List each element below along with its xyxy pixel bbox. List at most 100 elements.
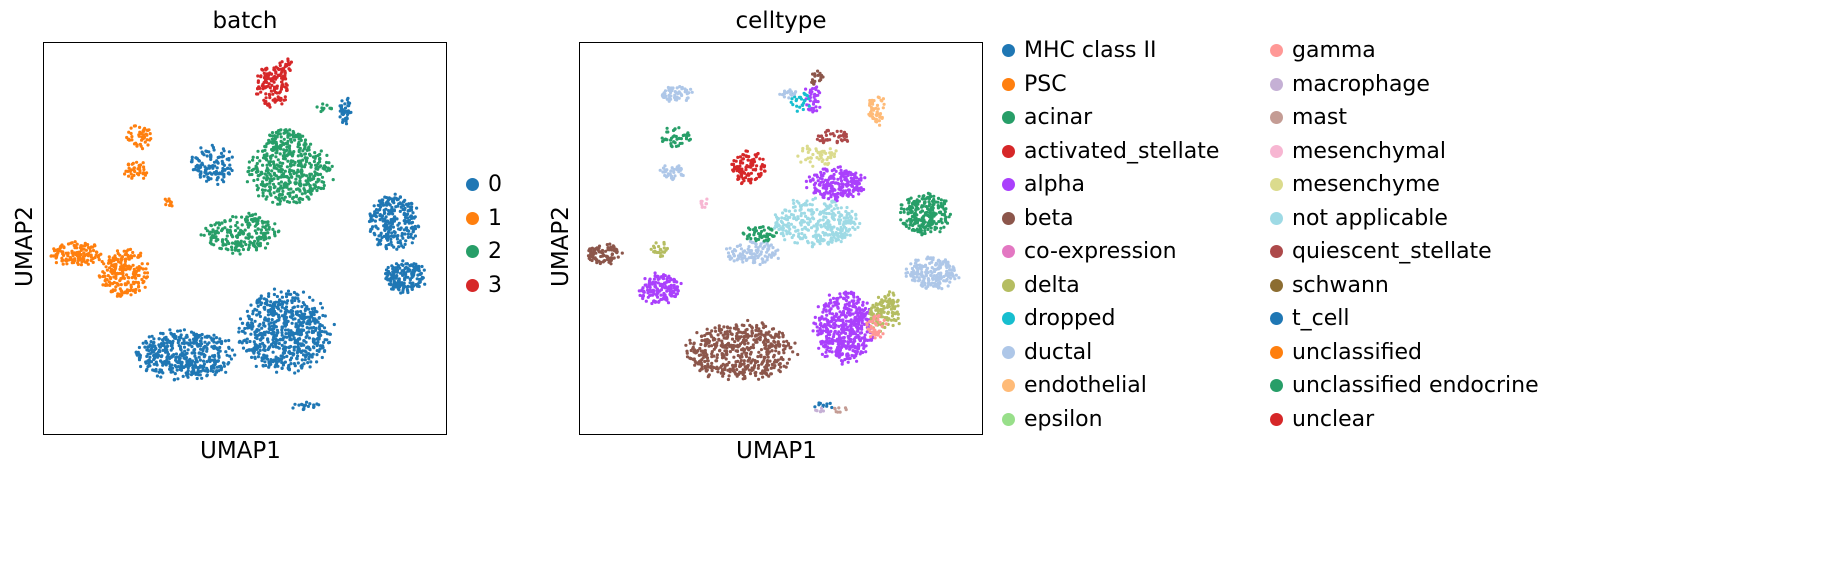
data-point — [751, 261, 755, 265]
data-point — [134, 280, 138, 284]
data-point — [313, 309, 317, 313]
data-point — [914, 258, 918, 262]
data-point — [755, 340, 759, 344]
data-point — [925, 224, 929, 228]
data-point — [277, 196, 281, 200]
data-point — [318, 331, 322, 335]
data-point — [259, 302, 263, 307]
data-point — [882, 310, 886, 314]
data-point — [197, 355, 201, 359]
data-point — [860, 327, 864, 331]
data-point — [148, 138, 152, 142]
data-point — [846, 360, 850, 364]
data-point — [296, 369, 300, 373]
data-point — [142, 133, 146, 137]
data-point — [835, 312, 839, 316]
data-point — [315, 188, 319, 193]
data-point — [738, 370, 742, 374]
data-point — [136, 280, 140, 285]
data-point — [830, 312, 835, 316]
data-point — [852, 302, 856, 306]
data-point — [741, 256, 745, 260]
data-point — [712, 337, 716, 341]
data-point — [142, 165, 146, 169]
data-point — [851, 312, 855, 316]
data-point — [811, 198, 815, 202]
data-point — [924, 274, 928, 278]
data-point — [319, 333, 323, 337]
data-point — [247, 234, 252, 239]
data-point — [91, 260, 95, 264]
data-point — [389, 273, 394, 277]
data-point — [265, 80, 269, 84]
data-point — [700, 334, 704, 338]
data-point — [203, 344, 207, 348]
data-point — [283, 98, 287, 102]
data-point — [213, 373, 217, 377]
data-point — [774, 349, 778, 353]
data-point — [836, 348, 840, 352]
data-point — [846, 340, 850, 344]
data-point — [327, 161, 331, 165]
data-point — [290, 312, 294, 316]
data-point — [410, 220, 415, 224]
data-point — [242, 240, 246, 244]
data-point — [280, 305, 284, 309]
data-point — [789, 222, 793, 226]
data-point — [209, 336, 213, 340]
data-point — [876, 309, 880, 313]
data-point — [217, 355, 221, 359]
data-point — [62, 253, 66, 257]
data-point — [288, 194, 292, 198]
data-point — [280, 295, 284, 299]
data-point — [856, 295, 860, 299]
data-point — [344, 122, 349, 126]
data-point — [850, 353, 854, 358]
data-point — [200, 150, 204, 154]
data-point — [299, 197, 303, 201]
data-point — [215, 347, 219, 351]
data-point — [750, 359, 754, 363]
data-point — [148, 343, 152, 347]
data-point — [296, 145, 300, 149]
data-point — [728, 350, 732, 354]
data-point — [58, 249, 62, 253]
data-point — [934, 222, 938, 226]
data-point — [851, 299, 855, 303]
data-point — [259, 338, 263, 342]
data-point — [415, 206, 419, 210]
data-point — [388, 226, 392, 230]
cluster-not-applicable — [772, 196, 862, 249]
data-point — [54, 261, 58, 265]
data-point — [281, 354, 285, 359]
data-point — [746, 364, 750, 368]
data-point — [278, 161, 282, 165]
data-point — [77, 251, 82, 255]
data-point — [920, 216, 924, 220]
data-point — [154, 347, 158, 351]
data-point — [713, 326, 717, 330]
data-point — [833, 329, 837, 333]
data-point — [266, 309, 270, 313]
data-point — [823, 323, 827, 327]
data-point — [939, 226, 943, 230]
data-point — [141, 137, 145, 141]
data-point — [287, 310, 291, 314]
data-point — [184, 335, 188, 339]
data-point — [385, 200, 389, 204]
data-point — [302, 406, 306, 410]
data-point — [250, 321, 254, 325]
data-point — [119, 283, 123, 287]
data-point — [766, 368, 770, 372]
data-point — [245, 337, 249, 341]
data-point — [306, 147, 310, 151]
data-point — [932, 284, 936, 288]
data-point — [275, 163, 279, 167]
data-point — [160, 354, 164, 358]
data-point — [303, 188, 307, 192]
data-point — [734, 249, 738, 253]
data-point — [761, 340, 765, 344]
data-point — [920, 272, 924, 276]
data-point — [672, 167, 676, 172]
data-point — [778, 362, 782, 366]
